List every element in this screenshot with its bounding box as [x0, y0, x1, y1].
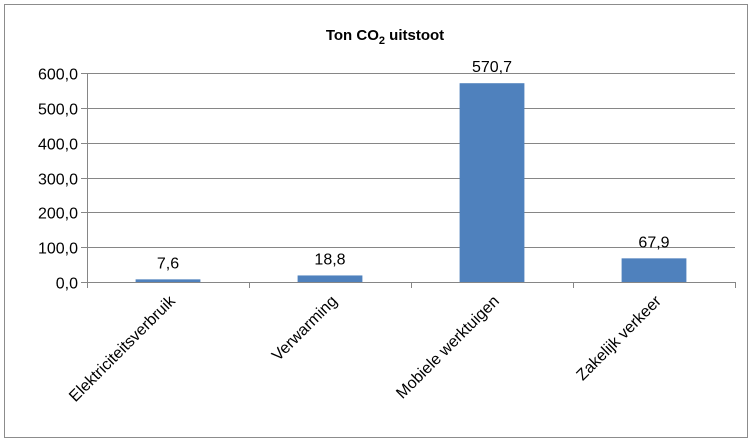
category-label: Mobiele werktuigen	[393, 293, 503, 403]
bar	[621, 258, 687, 282]
y-tick-label: 400,0	[38, 137, 78, 154]
y-tick-label: 200,0	[38, 206, 78, 223]
bars	[135, 83, 687, 282]
y-tick-label: 600,0	[38, 67, 78, 84]
y-tick-label: 100,0	[38, 241, 78, 258]
data-label: 67,9	[638, 234, 669, 251]
bar	[297, 275, 363, 282]
y-tick-label: 500,0	[38, 102, 78, 119]
data-label: 570,7	[472, 59, 512, 76]
chart-title-subscript: 2	[379, 35, 385, 47]
chart-area	[4, 4, 748, 438]
labels: 0,0 100,0 200,0 300,0 400,0 500,0 600,0 7,6 Elek…	[38, 59, 670, 405]
data-label: 18,8	[314, 251, 345, 268]
axes	[81, 73, 736, 288]
category-label: Zakelijk verkeer	[574, 292, 666, 384]
category-label: Elektriciteitsverbruik	[66, 292, 179, 405]
data-label: 7,6	[157, 255, 179, 272]
y-tick-label: 300,0	[38, 172, 78, 189]
bar	[459, 83, 525, 282]
y-tick-label: 0,0	[56, 276, 78, 293]
category-label: Verwarming	[269, 293, 341, 365]
bar	[135, 279, 201, 282]
gridlines	[87, 73, 735, 248]
chart-title: Ton CO2 uitstoot	[326, 27, 444, 47]
chart-title-rest: uitstoot	[385, 27, 444, 44]
chart-title-main: Ton CO	[326, 27, 379, 44]
